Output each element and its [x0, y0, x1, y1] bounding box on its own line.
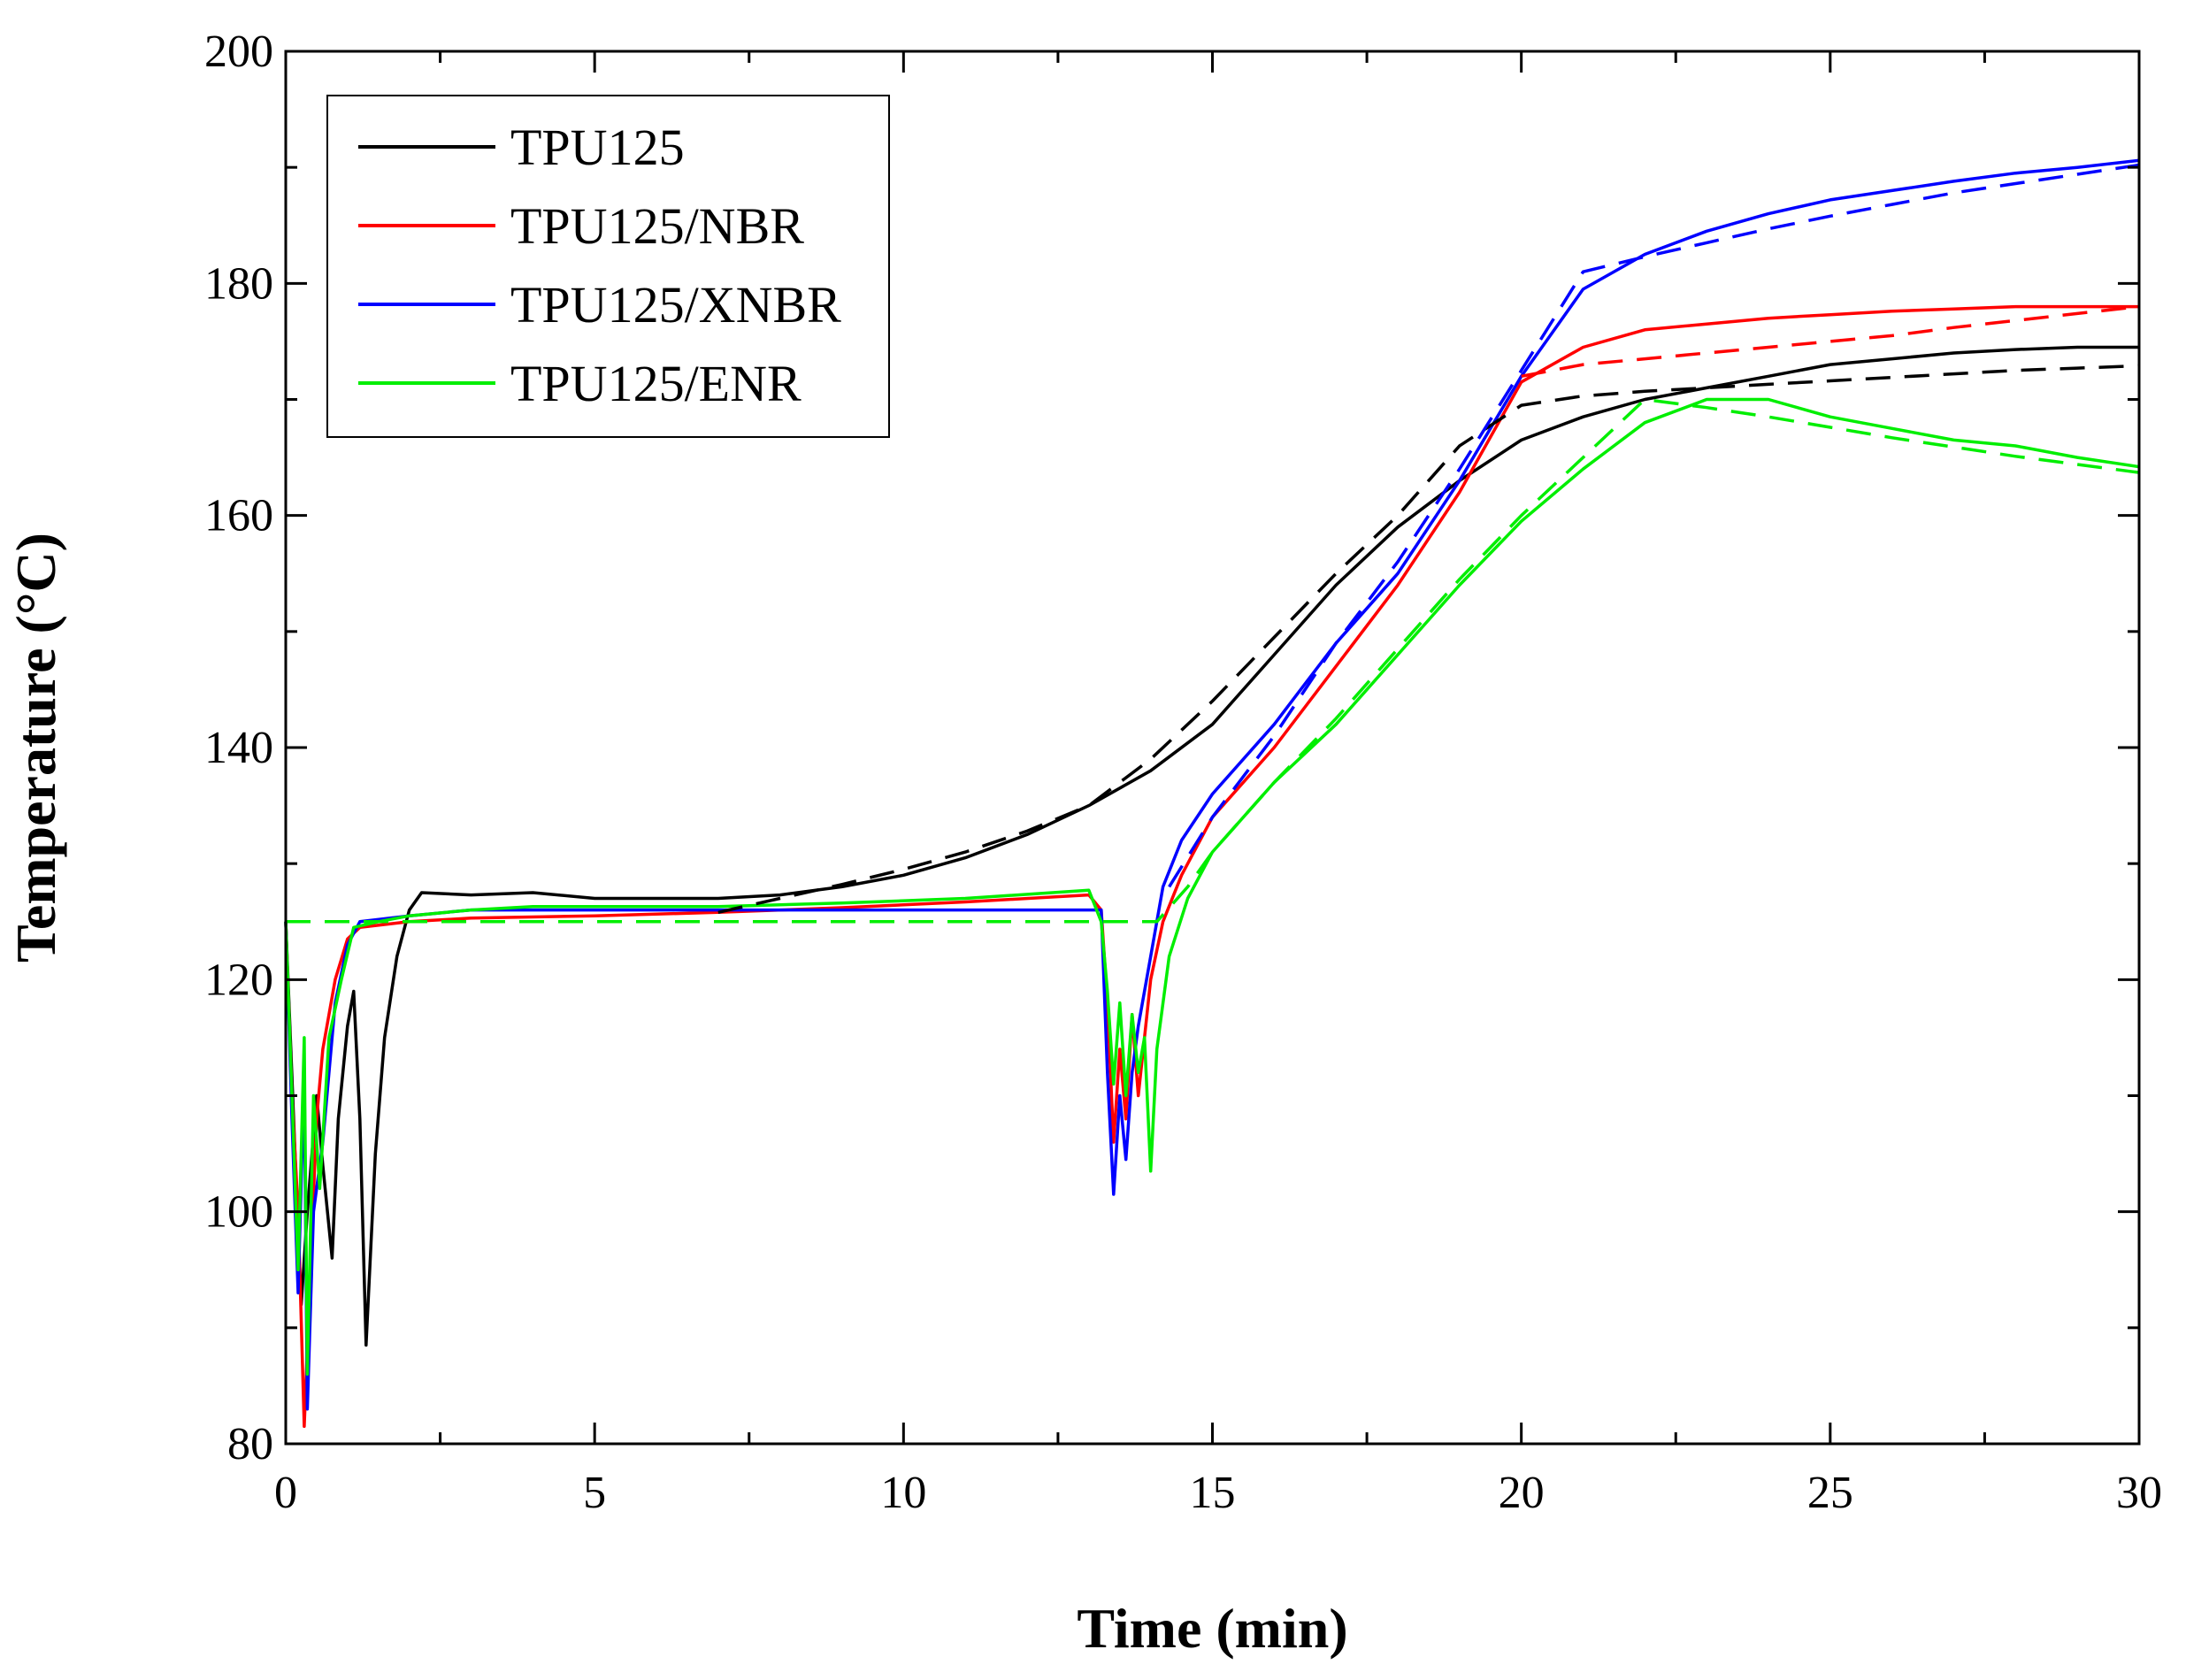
series-layer	[284, 158, 2140, 1429]
series-line-tpu125-fit	[717, 364, 2140, 915]
y-tick-label: 160	[204, 491, 273, 541]
series-line-tpu125-enr	[284, 397, 2140, 1377]
y-tick-label: 180	[204, 258, 273, 309]
y-tick-label: 120	[204, 955, 273, 1005]
y-tick-label: 100	[204, 1187, 273, 1238]
y-tick-label: 80	[227, 1419, 273, 1469]
legend-label: TPU125/NBR	[510, 197, 804, 255]
legend-label: TPU125/XNBR	[510, 276, 841, 334]
series-line-tpu125-nbr-fit	[1521, 304, 2140, 379]
x-tick-label: 25	[1807, 1468, 1853, 1518]
legend-label: TPU125	[510, 119, 685, 176]
series-line-tpu125	[284, 345, 2139, 1347]
x-tick-label: 15	[1190, 1468, 1236, 1518]
x-axis-title: Time (min)	[1077, 1597, 1347, 1660]
ticks-layer: 0 5 10 15 20 25 30 80 100 120 140 160 180 200	[204, 27, 2162, 1518]
y-tick-label: 200	[204, 27, 273, 77]
x-tick-label: 5	[583, 1468, 606, 1518]
x-tick-label: 0	[274, 1468, 297, 1518]
series-line-tpu125-enr-fit	[286, 397, 2140, 924]
x-tick-label: 10	[880, 1468, 926, 1518]
series-line-tpu125-xnbr-fit	[1168, 163, 2140, 888]
y-axis-title: Temperature (°C)	[4, 533, 67, 963]
legend-box	[326, 95, 890, 438]
y-tick-label: 140	[204, 723, 273, 773]
x-tick-label: 30	[2116, 1468, 2162, 1518]
series-line-tpu125-nbr	[284, 304, 2139, 1429]
legend-label: TPU125/ENR	[510, 355, 802, 412]
x-tick-label: 20	[1499, 1468, 1545, 1518]
legend: TPU125 TPU125/NBR TPU125/XNBR TPU125/ENR	[326, 95, 890, 438]
